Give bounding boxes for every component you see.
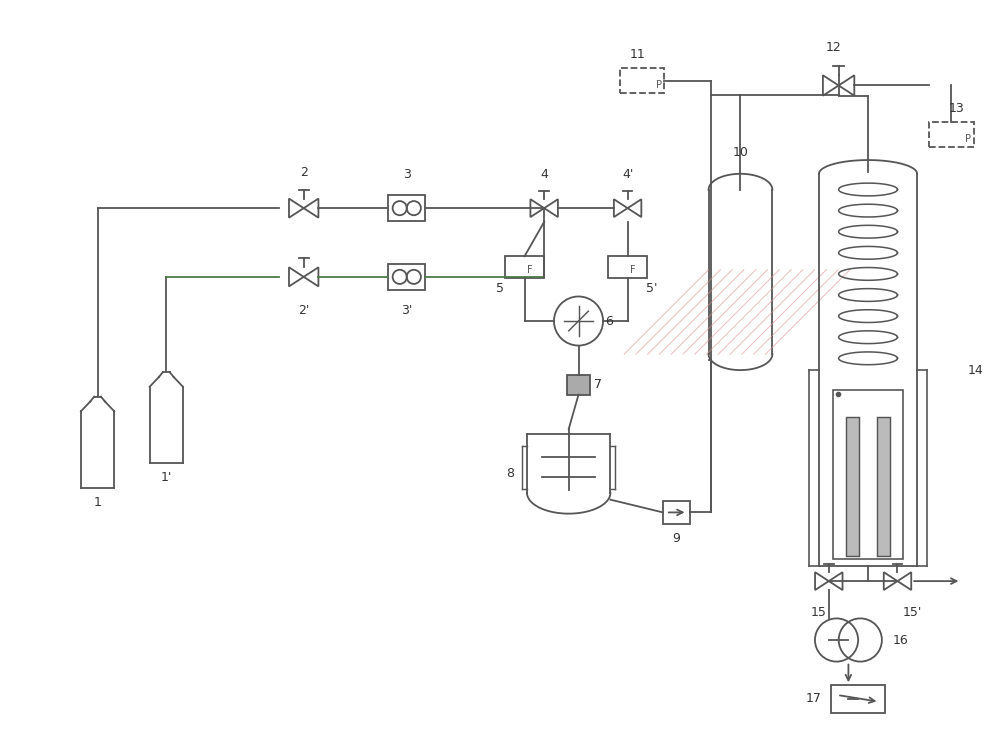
Bar (388, 264, 425, 290)
Bar (505, 256, 544, 278)
Text: 10: 10 (733, 146, 748, 159)
Bar (833, 390, 903, 559)
Text: 8: 8 (506, 466, 514, 480)
Text: 6: 6 (605, 314, 613, 328)
Bar (831, 686, 885, 712)
Bar (846, 417, 859, 556)
Text: 2: 2 (300, 166, 308, 178)
Bar (620, 68, 664, 93)
Text: 12: 12 (826, 41, 842, 54)
Bar (608, 256, 647, 278)
Bar (877, 417, 890, 556)
Text: 5: 5 (496, 282, 504, 295)
Text: 1: 1 (94, 496, 102, 508)
Text: P: P (656, 80, 662, 90)
Text: 11: 11 (630, 48, 645, 61)
Text: P: P (965, 134, 971, 144)
Text: 15: 15 (811, 606, 827, 619)
Bar (929, 122, 974, 147)
Text: 9: 9 (673, 532, 681, 545)
Bar (388, 196, 425, 221)
Text: 13: 13 (949, 102, 964, 115)
Text: F: F (630, 265, 635, 275)
Bar (567, 375, 590, 394)
Text: 1': 1' (161, 471, 172, 484)
Text: F: F (527, 265, 532, 275)
Text: 4: 4 (540, 168, 548, 181)
Text: 16: 16 (893, 634, 908, 646)
Text: 15': 15' (903, 606, 922, 619)
Bar (663, 501, 690, 524)
Text: 17: 17 (806, 692, 822, 706)
Text: 7: 7 (594, 378, 602, 392)
Text: 4': 4' (622, 168, 633, 181)
Text: 14: 14 (968, 364, 984, 376)
Text: 5': 5' (646, 282, 658, 295)
Text: 2': 2' (298, 304, 309, 317)
Text: 3': 3' (401, 304, 412, 317)
Text: 3: 3 (403, 168, 411, 181)
